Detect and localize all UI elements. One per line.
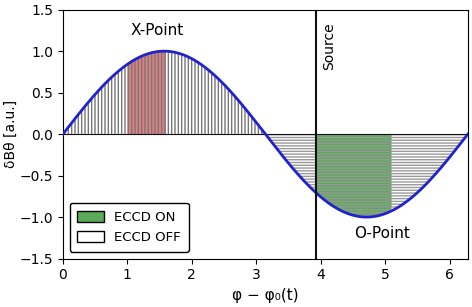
Text: X-Point: X-Point	[131, 23, 184, 38]
Text: Source: Source	[323, 22, 337, 70]
Legend: ECCD ON, ECCD OFF: ECCD ON, ECCD OFF	[69, 203, 189, 252]
X-axis label: φ − φ₀(t): φ − φ₀(t)	[232, 288, 299, 303]
Y-axis label: δBθ [a.u.]: δBθ [a.u.]	[4, 100, 18, 168]
Text: O-Point: O-Point	[354, 226, 410, 241]
